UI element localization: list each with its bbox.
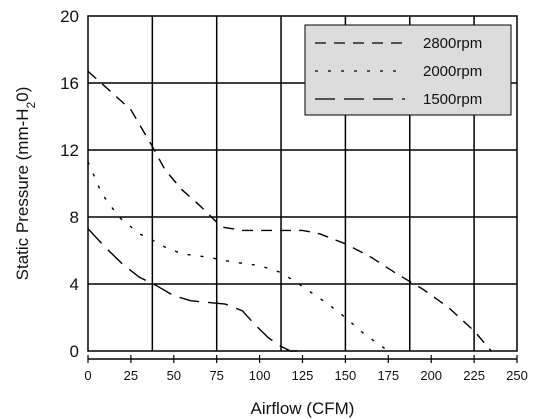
x-tick-label: 225: [463, 368, 485, 383]
y-axis-label: Static Pressure (mm-H20): [13, 87, 38, 281]
y-tick-label: 8: [70, 208, 79, 227]
x-tick-label: 175: [377, 368, 399, 383]
x-tick-label: 0: [84, 368, 91, 383]
y-axis-label-tail: 0): [13, 87, 32, 102]
legend-label-2000rpm: 2000rpm: [423, 63, 482, 80]
x-tick-label: 50: [167, 368, 181, 383]
y-tick-label: 20: [60, 7, 79, 26]
series-layer: [87, 70, 492, 352]
series-line-2000rpm: [87, 161, 389, 352]
x-tick-label: 150: [335, 368, 357, 383]
y-axis-label-sub: 2: [24, 101, 38, 108]
legend-box: [304, 24, 512, 116]
y-tick-label: 16: [60, 74, 79, 93]
y-tick-label: 12: [60, 141, 79, 160]
x-tick-label: 75: [209, 368, 223, 383]
x-tick-label: 200: [420, 368, 442, 383]
series-line-1500rpm: [87, 228, 298, 352]
plot-frame: [87, 15, 518, 352]
x-axis-label: Airflow (CFM): [251, 399, 355, 418]
x-tick-label: 250: [506, 368, 528, 383]
x-tick-label: 125: [292, 368, 314, 383]
legend: 2800rpm 2000rpm 1500rpm: [304, 24, 512, 116]
x-tick-label: 25: [124, 368, 138, 383]
x-tick-label: 100: [249, 368, 271, 383]
y-tick-label: 4: [70, 275, 79, 294]
y-tick-label: 0: [70, 342, 79, 361]
y-axis-label-main: Static Pressure (mm-H: [13, 108, 32, 280]
tick-layer: 0 25 50 75 100 125 150 175 200 225 250 0 4 8 12 16 20: [60, 7, 528, 383]
legend-label-1500rpm: 1500rpm: [423, 91, 482, 108]
legend-label-2800rpm: 2800rpm: [423, 35, 482, 52]
series-line-2800rpm: [87, 70, 492, 352]
